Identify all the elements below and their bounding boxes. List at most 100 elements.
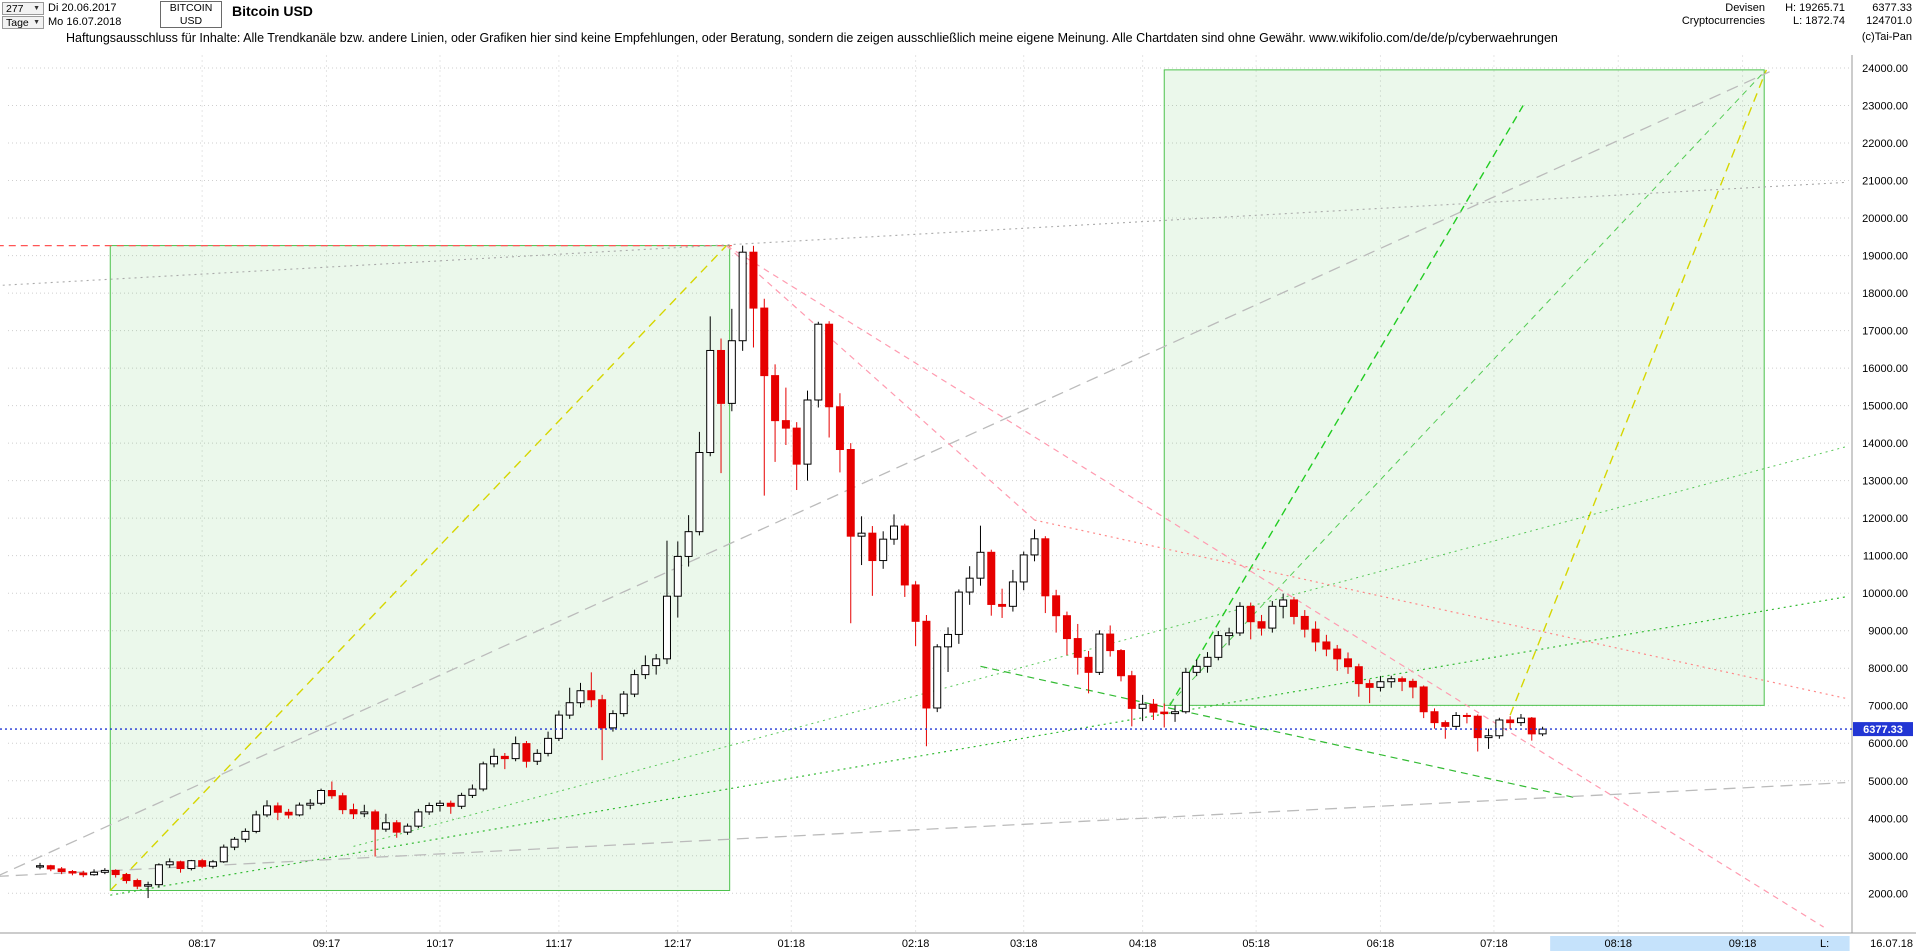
candle [133,880,142,887]
candle [1235,605,1244,634]
candle [835,406,844,451]
category-primary: Devisen [1725,2,1765,14]
candle [317,790,326,804]
candle [544,737,553,754]
category-secondary: Cryptocurrencies [1681,15,1765,27]
symbol-currency: USD [179,15,203,27]
month-label: 07:18 [1480,938,1508,950]
candle [371,811,380,830]
date-to: Mo 16.07.2018 [48,16,122,28]
price-axis-label: 14000.00 [1862,438,1908,450]
candle [1441,722,1450,727]
candle [1387,678,1396,683]
symbol-box: BITCOIN USD [160,1,222,28]
candle [1354,666,1363,685]
candle [187,860,196,870]
candle [889,525,898,540]
candle [425,805,434,813]
candle [327,790,336,797]
candle [90,871,99,876]
candle [1052,595,1061,617]
candle [57,868,66,873]
candle [1473,715,1482,739]
price-axis-label: 21000.00 [1862,176,1908,188]
candle [1376,681,1385,688]
last-price-tag-value: 6377.33 [1863,724,1903,736]
candle [414,811,423,827]
price-axis-label: 24000.00 [1862,63,1908,75]
candle [219,846,228,863]
candle [230,838,239,848]
category-block: Devisen Cryptocurrencies [1682,2,1765,28]
candle [1300,615,1309,630]
candle [1246,605,1255,623]
candle [825,323,834,408]
candle [565,702,574,716]
candle [695,452,704,533]
candle [1095,633,1104,673]
candle [1268,605,1277,629]
candle [1365,683,1374,688]
candle [868,532,877,562]
candle [1344,658,1353,668]
candle [576,690,585,704]
channel-diagonal-green [1169,71,1765,705]
candle [500,755,509,760]
month-label: 09:17 [313,938,341,950]
low-value: L: 1872.74 [1793,15,1845,27]
candle [490,755,499,765]
candle [1117,650,1125,677]
overlay-layer: 6377.33 [0,722,1913,737]
month-label: 02:18 [902,938,930,950]
decline-red-dotted [1034,519,1846,699]
candle [1333,648,1342,660]
candle [1084,656,1093,673]
candle [652,658,661,667]
candle [263,805,272,816]
candle [1538,728,1547,735]
projection-steep-yellow [1509,69,1768,716]
symbol-name: BITCOIN [169,2,213,14]
candle [1127,675,1136,709]
period-unit-dropdown[interactable]: Tage ▼ [2,16,44,29]
candle [1214,635,1223,658]
price-axis-label: 17000.00 [1862,326,1908,338]
candle [1225,632,1234,637]
candle [900,525,909,586]
candle [533,752,542,762]
candle [1138,703,1147,709]
chevron-down-icon: ▼ [33,18,40,26]
price-axis-label: 22000.00 [1862,138,1908,150]
shallow-gray-dashed [0,781,1846,877]
candle [392,822,401,833]
price-axis-label: 8000.00 [1868,663,1908,675]
candle [619,693,628,715]
candle [522,743,531,762]
month-label: 08:18 [1604,938,1632,950]
price-axis-label: 23000.00 [1862,101,1908,113]
last-label: L: [1820,938,1830,950]
candle [1462,714,1471,717]
candle [1192,665,1201,673]
price-axis-label: 19000.00 [1862,251,1908,263]
candle [598,699,607,729]
candle [208,861,217,867]
candle [68,871,77,874]
candle [857,532,866,537]
period-count-dropdown[interactable]: 277 ▼ [2,2,44,15]
last-price-value: 6377.33 [1872,2,1912,14]
candle [1311,628,1320,643]
candle [1430,711,1439,724]
candle [176,861,185,870]
price-axis-label: 16000.00 [1862,363,1908,375]
candle [954,591,963,635]
candle [122,874,131,882]
candle [446,802,455,807]
candle [198,860,207,867]
candle [1289,599,1298,617]
price-axis-label: 5000.00 [1868,776,1908,788]
candle [1171,711,1180,715]
candle [1516,717,1525,724]
month-label: 12:17 [664,938,692,950]
high-low-block: H: 19265.71 L: 1872.74 [1785,2,1845,28]
